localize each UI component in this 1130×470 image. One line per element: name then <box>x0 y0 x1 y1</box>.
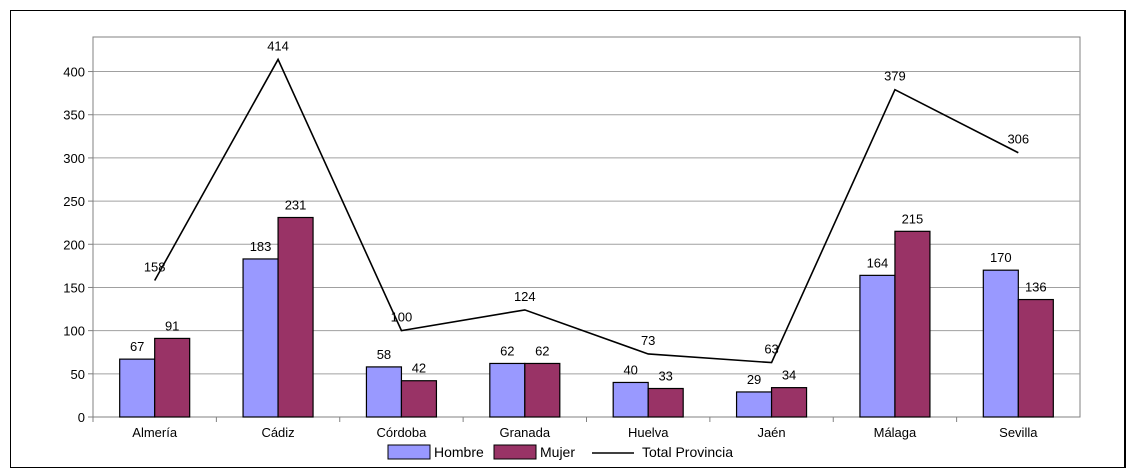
data-label: 91 <box>165 318 179 333</box>
bar-mujer <box>277 216 314 418</box>
x-tick-label: Almería <box>132 425 178 440</box>
bar-hombre <box>365 366 403 418</box>
data-label: 183 <box>250 239 272 254</box>
bar-mujer <box>154 337 191 418</box>
y-tick-label: 250 <box>63 194 85 209</box>
legend-label: Hombre <box>434 444 484 460</box>
x-tick-label: Málaga <box>874 425 917 440</box>
bar-hombre <box>859 274 896 418</box>
data-label: 29 <box>747 372 761 387</box>
x-tick-label: Córdoba <box>377 425 428 440</box>
bar-hombre <box>242 258 279 418</box>
y-tick-label: 400 <box>63 65 85 80</box>
bar-mujer <box>894 230 931 418</box>
bar-hombre <box>119 358 156 418</box>
data-label: 33 <box>658 369 672 384</box>
bar-mujer <box>647 387 684 418</box>
x-tick-label: Granada <box>500 425 551 440</box>
data-label: 62 <box>500 343 514 358</box>
bar-hombre <box>982 269 1019 418</box>
y-tick-label: 200 <box>63 237 85 252</box>
bar-mujer <box>770 387 808 418</box>
line-data-label: 306 <box>1007 132 1029 147</box>
line-data-label: 379 <box>884 69 906 84</box>
line-data-label: 158 <box>144 260 166 275</box>
line-data-label: 73 <box>641 333 655 348</box>
line-data-label: 100 <box>391 310 413 325</box>
data-label: 42 <box>412 361 426 376</box>
y-tick-label: 50 <box>71 367 85 382</box>
plot-area <box>92 36 1081 418</box>
line-data-label: 63 <box>764 342 778 357</box>
bar-mujer <box>524 362 561 418</box>
data-label: 62 <box>535 343 549 358</box>
data-label: 58 <box>377 347 391 362</box>
y-tick-label: 350 <box>63 108 85 123</box>
legend-swatch <box>387 444 431 460</box>
data-label: 136 <box>1025 280 1047 295</box>
bar-hombre <box>489 362 526 418</box>
x-tick-label: Jaén <box>757 425 785 440</box>
line-data-label: 414 <box>267 38 289 53</box>
x-tick-label: Huelva <box>628 425 669 440</box>
legend-swatch <box>493 444 537 460</box>
data-label: 34 <box>782 368 796 383</box>
x-tick-label: Cádiz <box>261 425 294 440</box>
x-tick-label: Sevilla <box>999 425 1038 440</box>
bar-mujer <box>1017 298 1054 418</box>
series-line-total-provincia <box>153 57 1019 364</box>
bar-hombre <box>612 381 649 418</box>
data-label: 215 <box>902 211 924 226</box>
data-label: 231 <box>285 198 307 213</box>
y-tick-label: 150 <box>63 280 85 295</box>
legend-label: Mujer <box>540 444 575 460</box>
data-label: 170 <box>990 250 1012 265</box>
data-label: 67 <box>130 339 144 354</box>
y-tick-label: 300 <box>63 151 85 166</box>
legend-label: Total Provincia <box>642 444 733 460</box>
y-tick-label: 0 <box>78 410 85 425</box>
data-label: 40 <box>623 362 637 377</box>
line-data-label: 124 <box>514 289 536 304</box>
bar-hombre <box>735 391 773 418</box>
data-label: 164 <box>867 255 889 270</box>
y-tick-label: 100 <box>63 324 85 339</box>
bar-mujer <box>400 380 438 418</box>
